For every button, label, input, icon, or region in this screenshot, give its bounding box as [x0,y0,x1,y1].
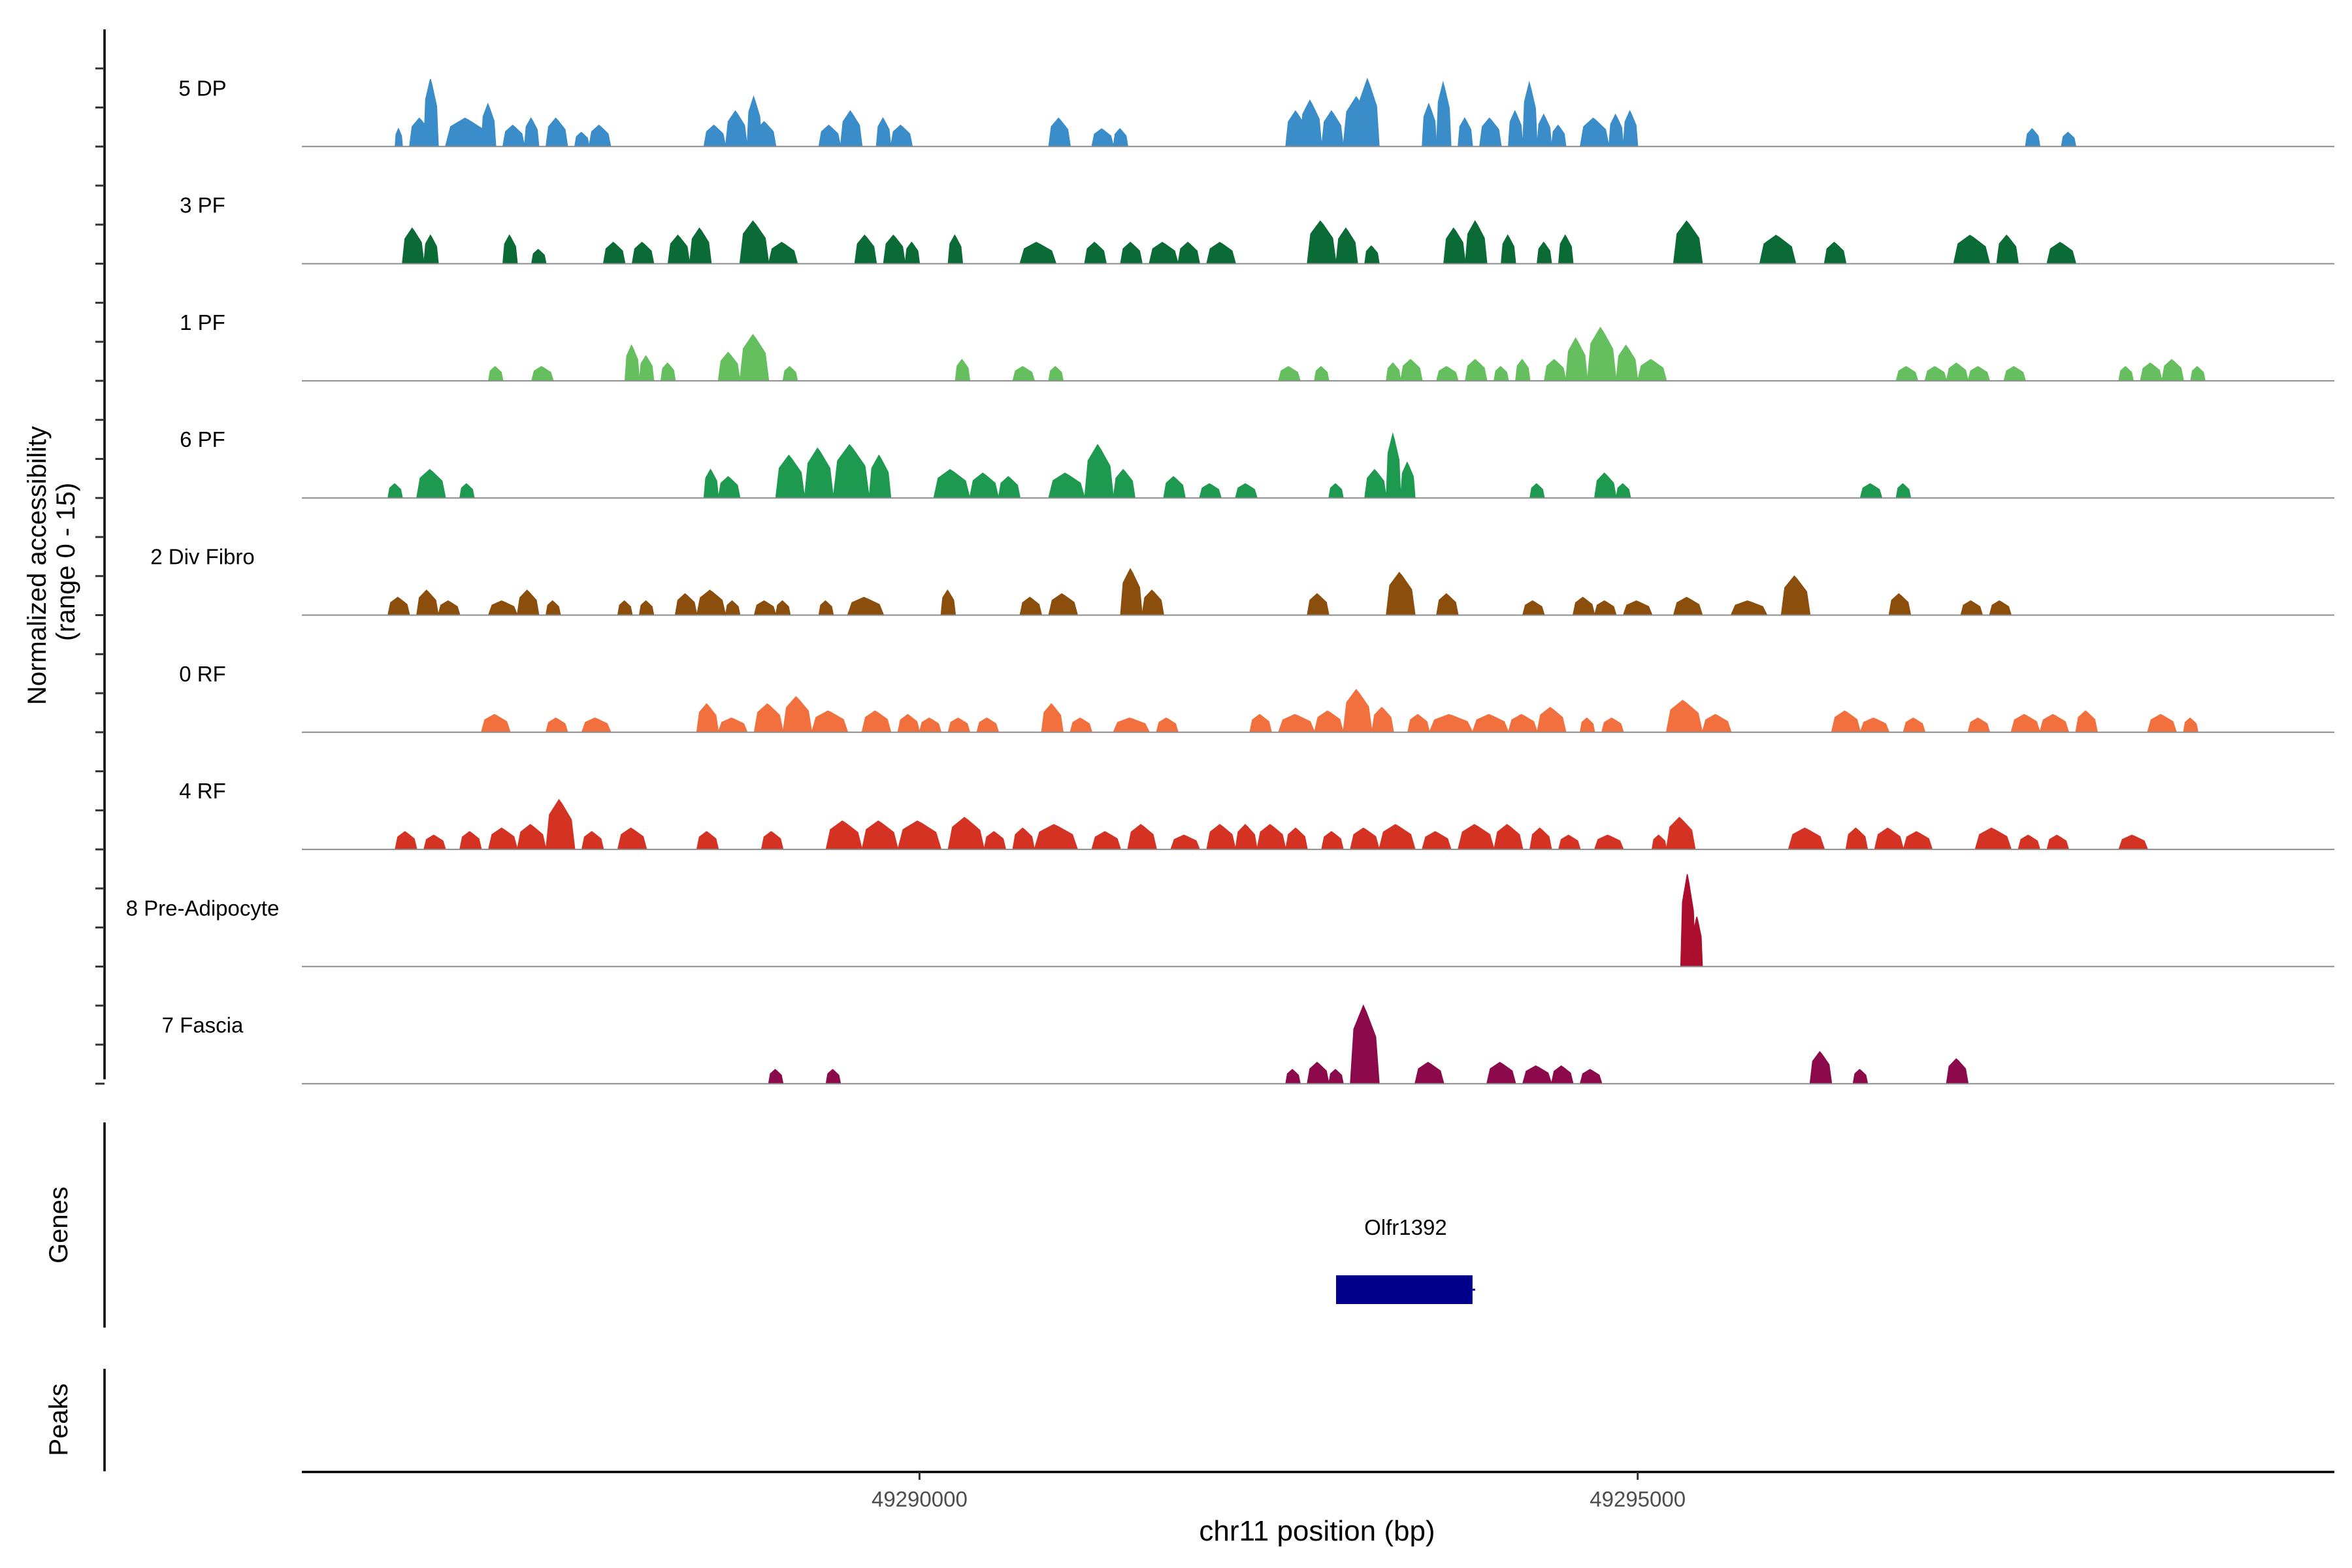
gene-label: Olfr1392 [1364,1215,1447,1239]
track-label: 3 PF [180,193,225,218]
track-label: 7 Fascia [162,1013,244,1037]
track-7: 8 Pre-Adipocyte [126,874,2334,968]
peaks-panel-label: Peaks [44,1383,73,1456]
x-tick-label: 49290000 [872,1487,968,1511]
genes-panel-label: Genes [44,1186,73,1264]
y-axis-label-line1: Normalized accessibility [23,426,52,705]
genes-layer: Olfr1392 [1335,1215,1475,1304]
x-ticks: 49290000 49295000 [872,1472,1686,1511]
track-label: 8 Pre-Adipocyte [126,896,280,920]
track-1: 3 PF [180,193,2334,265]
y-ticks [95,67,105,1085]
y-axis-label-line2: (range 0 - 15) [52,483,80,641]
track-label: 2 Div Fibro [150,545,255,569]
track-4: 2 Div Fibro [150,545,2334,616]
x-axis-label: chr11 position (bp) [1199,1515,1435,1547]
track-label: 0 RF [179,662,226,686]
y-axis-label: Normalized accessibility (range 0 - 15) [23,419,80,705]
x-tick-label: 49295000 [1590,1487,1686,1511]
tracks-layer: 5 DP 3 PF 1 PF 6 PF 2 Div Fibro 0 RF 4 RF 8 Pre… [126,76,2334,1085]
track-label: 6 PF [180,427,225,451]
track-8: 7 Fascia [162,1004,2334,1085]
track-label: 5 DP [178,76,226,100]
track-3: 6 PF [180,427,2334,499]
track-label: 1 PF [180,310,225,335]
track-5: 0 RF [179,662,2334,733]
track-6: 4 RF [179,779,2334,851]
track-0: 5 DP [178,76,2334,148]
track-label: 4 RF [179,779,226,803]
track-2: 1 PF [180,310,2334,382]
gene-body [1335,1275,1473,1304]
